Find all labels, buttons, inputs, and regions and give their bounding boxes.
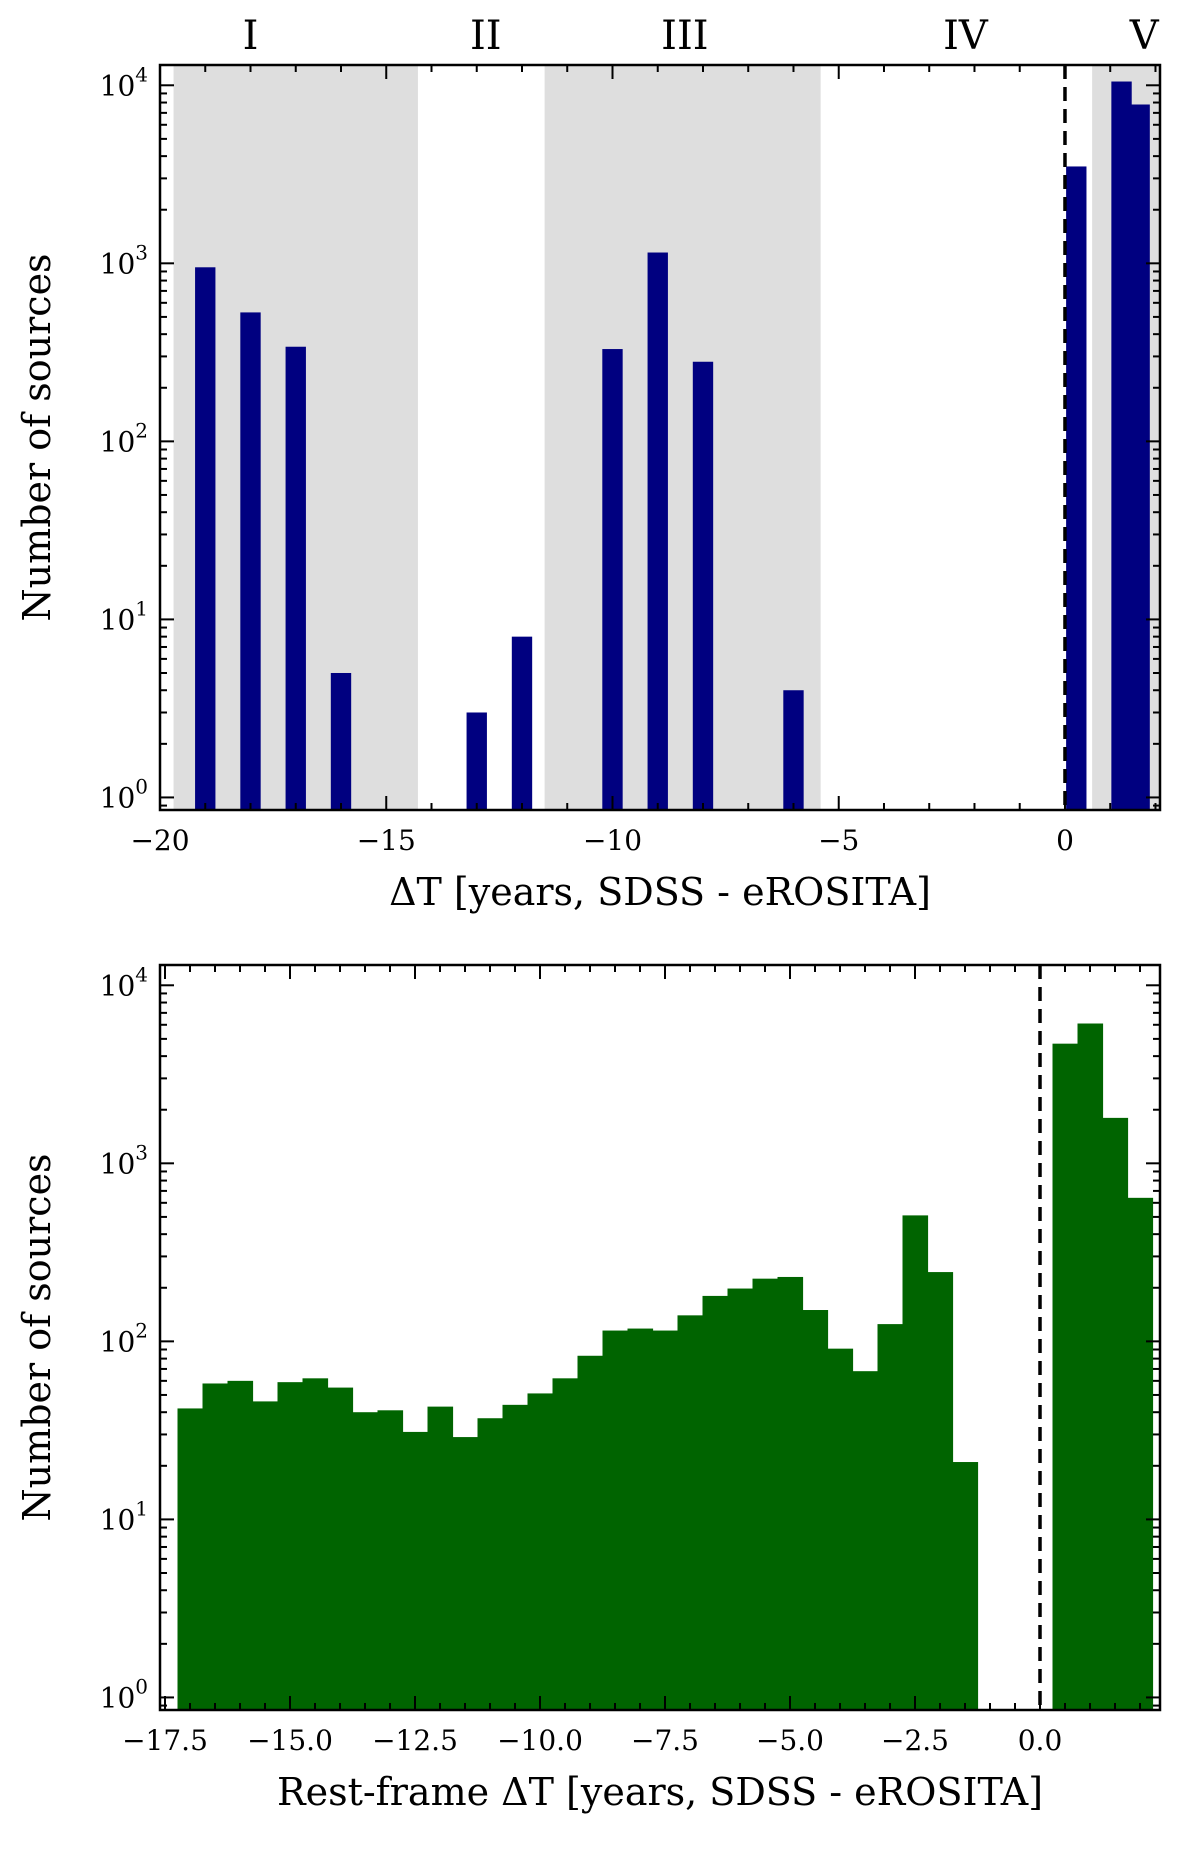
bar-11 <box>1111 81 1132 810</box>
y-tick-label: 100 <box>100 774 148 814</box>
bar-25 <box>802 1310 829 1710</box>
bar-31 <box>952 1462 979 1710</box>
bar-3 <box>252 1401 279 1710</box>
bar-24 <box>777 1276 804 1710</box>
era-label-IV: IV <box>943 13 989 59</box>
y-tick-label: 103 <box>100 1140 148 1180</box>
bar-20 <box>677 1315 704 1710</box>
bar-3 <box>330 672 352 810</box>
y-axis-title: Number of sources <box>15 1153 59 1521</box>
bottom-histogram-panel: −17.5 −15.0 −12.5 −10.0 −7.5 −5.0 −2.5 0.0 100 10… <box>15 962 1162 1814</box>
x-tick-label: −10 <box>583 824 642 857</box>
x-tick-label: −10.0 <box>497 1724 583 1757</box>
bar-19 <box>652 1330 679 1710</box>
era-label-I: I <box>243 13 259 59</box>
bar-12 <box>477 1418 504 1710</box>
bar-8 <box>377 1410 404 1710</box>
top-histogram-panel: −20 −15 −10 −5 0 100 101 102 103 104 ΔT [years, SD… <box>15 13 1162 914</box>
bar-22 <box>727 1288 754 1710</box>
bar-5 <box>511 636 533 810</box>
bar-9 <box>783 690 804 810</box>
y-axis-title: Number of sources <box>15 253 59 621</box>
bar-30 <box>927 1272 954 1710</box>
x-tick-label: −7.5 <box>631 1724 699 1757</box>
x-tick-label: 0 <box>1056 824 1074 857</box>
era-label-V: V <box>1129 13 1160 59</box>
bar-29 <box>902 1215 929 1710</box>
bar-16 <box>577 1355 604 1710</box>
bar-26 <box>827 1348 854 1710</box>
bar-7 <box>352 1412 379 1710</box>
x-tick-label: −5.0 <box>756 1724 824 1757</box>
bar-11 <box>452 1437 479 1710</box>
bar-2 <box>227 1380 254 1710</box>
bar-4 <box>466 712 487 810</box>
y-tick-label: 103 <box>100 240 148 280</box>
x-tick-label: −20 <box>130 824 189 857</box>
bar-9 <box>402 1431 429 1710</box>
bar-15 <box>552 1378 579 1710</box>
bar-2 <box>285 346 306 810</box>
bar-37 <box>1102 1117 1129 1710</box>
bar-6 <box>327 1387 354 1710</box>
x-tick-label: −2.5 <box>881 1724 949 1757</box>
axes-frame <box>158 63 1162 812</box>
x-tick-label: −15 <box>357 824 416 857</box>
bar-0 <box>177 1408 204 1710</box>
bar-10 <box>427 1406 454 1710</box>
axes-frame <box>158 963 1162 1712</box>
x-tick-label: −15.0 <box>247 1724 333 1757</box>
plot-area <box>173 65 1160 810</box>
bar-38 <box>1127 1197 1154 1710</box>
x-axis-title: ΔT [years, SDSS - eROSITA] <box>389 870 931 914</box>
bar-0 <box>195 267 216 810</box>
y-tick-label: 101 <box>100 1496 148 1536</box>
x-tick-label: −5 <box>818 824 859 857</box>
bar-13 <box>502 1404 529 1710</box>
bar-5 <box>302 1378 329 1710</box>
bar-7 <box>647 252 668 810</box>
ticks <box>160 965 1160 1710</box>
era-shade-III <box>544 65 821 810</box>
bar-1 <box>240 312 261 810</box>
bar-21 <box>702 1295 729 1710</box>
x-tick-label: −12.5 <box>372 1724 458 1757</box>
y-tick-label: 100 <box>100 1674 148 1714</box>
y-tick-label: 101 <box>100 596 148 636</box>
x-tick-label: −17.5 <box>122 1724 208 1757</box>
y-tick-label: 104 <box>100 62 148 102</box>
bar-4 <box>277 1382 304 1710</box>
bar-1 <box>202 1383 229 1710</box>
bar-17 <box>602 1330 629 1710</box>
y-tick-label: 104 <box>100 962 148 1002</box>
era-label-II: II <box>470 13 502 59</box>
era-label-III: III <box>661 13 708 59</box>
bar-10 <box>1066 166 1087 810</box>
bar-35 <box>1052 1043 1079 1710</box>
y-tick-label: 102 <box>100 418 148 458</box>
bar-27 <box>852 1371 879 1710</box>
ticks <box>159 65 1160 810</box>
plot-area <box>177 965 1154 1710</box>
y-tick-label: 102 <box>100 1318 148 1358</box>
bar-14 <box>527 1393 554 1710</box>
bar-28 <box>877 1324 904 1710</box>
x-tick-label: 0.0 <box>1018 1724 1063 1757</box>
bar-6 <box>602 349 623 810</box>
bar-23 <box>752 1278 779 1710</box>
bar-18 <box>627 1328 654 1710</box>
bar-8 <box>692 361 714 810</box>
bar-12 <box>1129 104 1150 810</box>
bar-36 <box>1077 1023 1104 1710</box>
x-axis-title: Rest-frame ΔT [years, SDSS - eROSITA] <box>277 1770 1043 1814</box>
